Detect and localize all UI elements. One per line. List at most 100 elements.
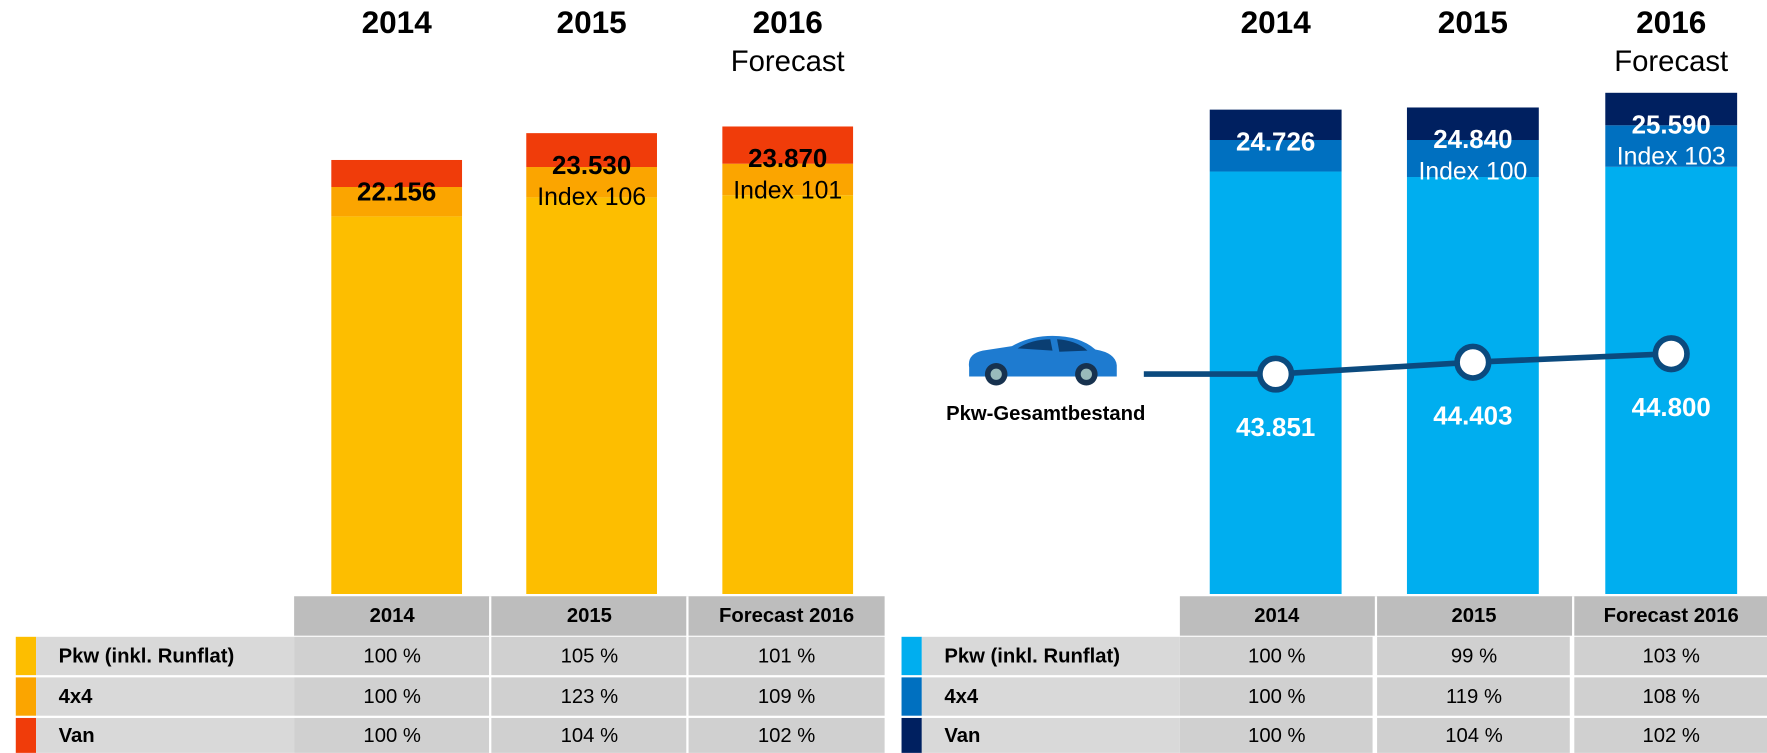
table-cell [1377, 636, 1570, 676]
table-header: Forecast 2016 [1604, 605, 1739, 627]
row-label-bg [36, 636, 295, 676]
legend-swatch [15, 717, 37, 753]
table-cell [294, 636, 490, 676]
bar-segment [331, 159, 463, 188]
bar-segment [526, 197, 657, 594]
line-point [1652, 335, 1690, 373]
year-label: 2015 [557, 4, 627, 40]
bar-segment [1209, 139, 1342, 172]
bar-segment [1406, 107, 1539, 140]
table-cell [688, 717, 885, 753]
table-value: 100 % [1248, 645, 1305, 667]
table-value: 100 % [363, 686, 420, 708]
legend-swatch [901, 717, 922, 753]
table-header: 2015 [1451, 605, 1496, 627]
index-label: Index 100 [1418, 158, 1527, 185]
table-header-bg [294, 596, 885, 636]
table-value: 100 % [1248, 725, 1305, 747]
row-label-bg [921, 677, 1180, 716]
forecast-label: Forecast [731, 45, 845, 78]
index-label: Index 106 [537, 184, 646, 211]
line-value-label: 43.851 [1236, 414, 1315, 442]
row-label-bg [36, 717, 295, 753]
row-label: 4x4 [59, 686, 94, 708]
table-value: 109 % [758, 686, 815, 708]
table-header: 2015 [567, 605, 612, 627]
forecast-label: Forecast [1614, 45, 1728, 78]
row-label-bg [921, 717, 1180, 753]
table-cell [491, 717, 687, 753]
total-label: 23.530 [552, 152, 631, 180]
bar-segment [526, 133, 657, 168]
bar-segment [1406, 139, 1539, 178]
table-value: 100 % [363, 645, 420, 667]
bar-segment [722, 163, 854, 196]
table-value: 102 % [1642, 725, 1699, 747]
table-cell [294, 677, 490, 716]
bar-segment [1605, 125, 1738, 167]
bar-segment [722, 195, 854, 594]
bar-segment [331, 216, 463, 594]
index-label: Index 101 [733, 177, 842, 204]
legend-swatch [15, 677, 37, 716]
table-value: 100 % [363, 725, 420, 747]
table-value: 123 % [561, 686, 618, 708]
row-label: 4x4 [944, 686, 979, 708]
table-cell [688, 636, 885, 676]
table-header: 2014 [1254, 605, 1300, 627]
table-value: 108 % [1642, 686, 1699, 708]
table-value: 99 % [1451, 645, 1497, 667]
bar-segment [331, 187, 463, 217]
table-cell [294, 717, 490, 753]
table-cell [1179, 636, 1373, 676]
row-label: Pkw (inkl. Runflat) [944, 645, 1120, 667]
table-value: 104 % [561, 725, 618, 747]
legend-swatch [15, 636, 37, 676]
table-cell [688, 677, 885, 716]
table-header: 2014 [370, 605, 416, 627]
line-value-label: 44.800 [1632, 394, 1711, 422]
line-name: Pkw-Gesamtbestand [946, 403, 1145, 425]
year-label: 2015 [1438, 4, 1508, 40]
year-label: 2014 [1241, 4, 1312, 40]
table-cell [491, 636, 687, 676]
table-cell [1179, 677, 1373, 716]
table-value: 101 % [758, 645, 815, 667]
index-label: Index 103 [1617, 144, 1726, 171]
year-label: 2016 [1636, 4, 1706, 40]
table-cell [1377, 677, 1570, 716]
legend-swatch [901, 677, 922, 716]
bar-segment [1605, 92, 1738, 126]
bar-segment [1406, 177, 1539, 594]
table-cell [491, 677, 687, 716]
total-label: 24.726 [1236, 128, 1315, 156]
car-icon [968, 335, 1117, 386]
table-cell [1377, 717, 1570, 753]
legend-swatch [901, 636, 922, 676]
table-cell [1179, 717, 1373, 753]
table-header-bg [1179, 596, 1767, 636]
table-cell [1574, 636, 1767, 676]
row-label-bg [921, 636, 1180, 676]
table-value: 100 % [1248, 686, 1305, 708]
row-label: Van [944, 725, 980, 747]
table-value: 104 % [1445, 725, 1502, 747]
table-value: 119 % [1446, 686, 1502, 708]
line-point [1257, 355, 1295, 393]
year-label: 2016 [753, 4, 823, 40]
line-value-label: 44.403 [1433, 402, 1512, 430]
row-label: Van [59, 725, 95, 747]
total-label: 22.156 [357, 179, 436, 207]
table-cell [1574, 677, 1767, 716]
row-label-bg [36, 677, 295, 716]
bar-segment [1605, 166, 1738, 594]
total-label: 23.870 [748, 145, 827, 173]
table-cell [1574, 717, 1767, 753]
table-header: Forecast 2016 [719, 605, 854, 627]
bar-segment [1209, 109, 1342, 140]
line-point [1454, 343, 1492, 381]
bar-segment [722, 126, 854, 164]
table-value: 105 % [561, 645, 618, 667]
